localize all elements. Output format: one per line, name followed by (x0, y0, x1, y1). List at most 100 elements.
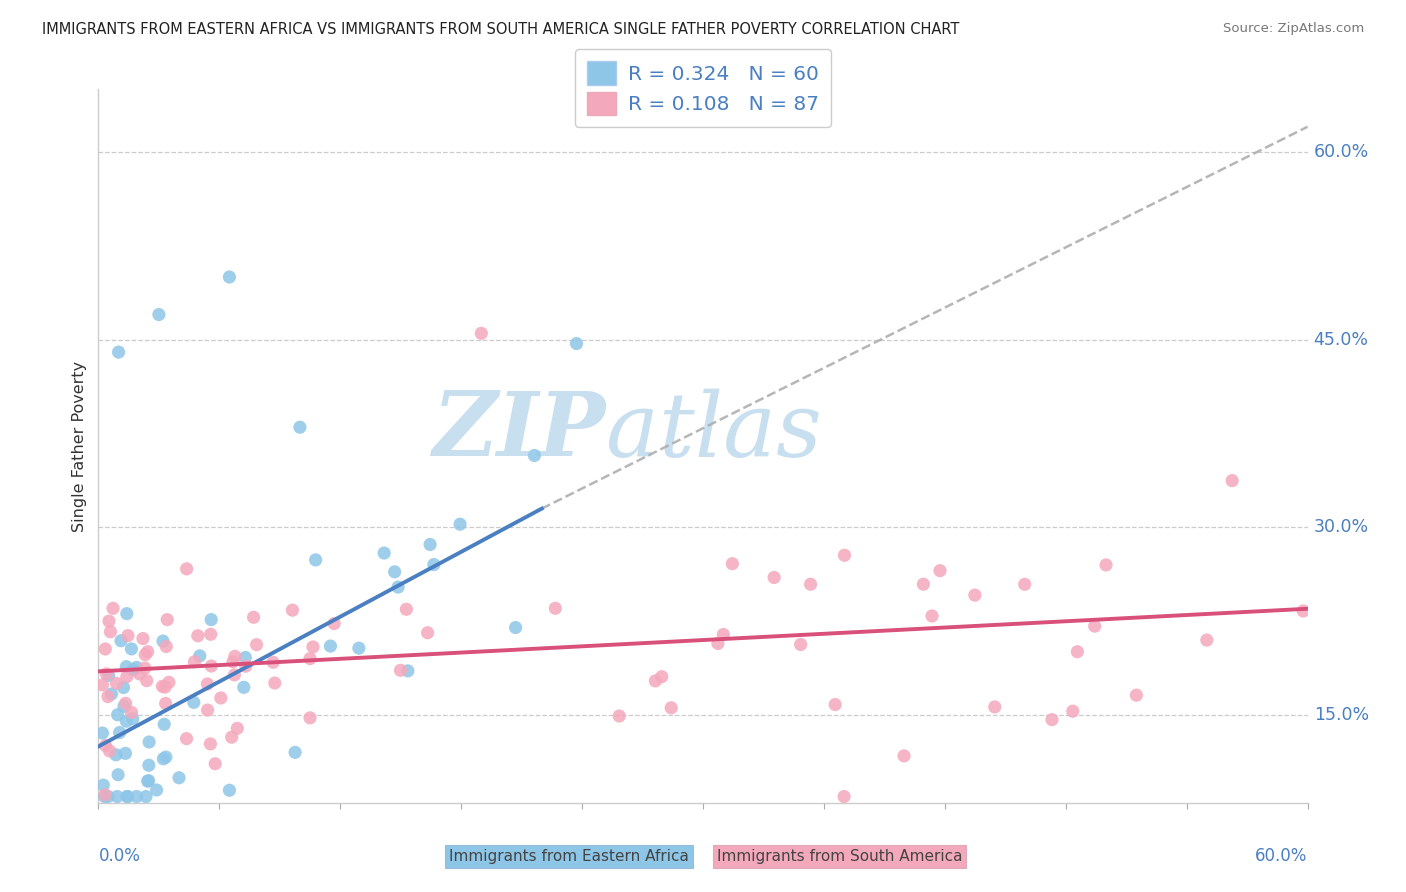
Point (167, 771, 190, 785)
Point (1125, 688, 1147, 702)
Point (763, 570, 786, 584)
Point (136, 774, 159, 789)
Point (224, 668, 246, 682)
Point (218, 270, 240, 285)
Point (711, 627, 734, 641)
Point (832, 789, 855, 804)
Point (929, 564, 952, 578)
Point (304, 553, 326, 567)
Point (115, 607, 138, 621)
Point (263, 676, 285, 690)
Point (110, 633, 132, 648)
Point (893, 748, 915, 763)
Text: 30.0%: 30.0% (1313, 518, 1369, 536)
Point (136, 645, 159, 659)
Text: 45.0%: 45.0% (1313, 331, 1368, 349)
Point (644, 673, 666, 688)
Point (108, 725, 131, 739)
Point (125, 789, 148, 804)
Point (138, 735, 160, 749)
Point (153, 717, 176, 731)
Point (121, 706, 143, 720)
Y-axis label: Single Father Poverty: Single Father Poverty (72, 360, 87, 532)
Point (94, 642, 117, 657)
Point (176, 562, 198, 576)
Point (96, 666, 118, 681)
Point (1040, 713, 1063, 727)
Point (117, 789, 139, 804)
Point (101, 601, 124, 615)
Point (155, 750, 177, 764)
Point (197, 703, 219, 717)
Point (105, 789, 128, 804)
Point (117, 629, 139, 643)
Point (150, 679, 173, 693)
Point (128, 666, 150, 681)
Point (245, 638, 267, 652)
Point (347, 641, 370, 656)
Point (91, 726, 114, 740)
Point (188, 648, 211, 663)
Point (395, 602, 418, 616)
Point (187, 629, 209, 643)
Point (115, 659, 138, 673)
Point (112, 699, 135, 714)
Point (789, 638, 811, 652)
Text: 15.0%: 15.0% (1313, 706, 1369, 724)
Point (115, 789, 138, 804)
Point (659, 700, 682, 714)
Point (107, 768, 129, 782)
Text: 60.0%: 60.0% (1256, 847, 1308, 865)
Point (98, 744, 121, 758)
Legend: R = 0.324   N = 60, R = 0.108   N = 87: R = 0.324 N = 60, R = 0.108 N = 87 (575, 49, 831, 127)
Point (152, 752, 174, 766)
Point (94, 739, 117, 753)
Point (183, 655, 205, 669)
Text: IMMIGRANTS FROM EASTERN AFRICA VS IMMIGRANTS FROM SOUTH AMERICA SINGLE FATHER PO: IMMIGRANTS FROM EASTERN AFRICA VS IMMIGR… (42, 22, 959, 37)
Point (963, 588, 986, 602)
Text: Source: ZipAtlas.com: Source: ZipAtlas.com (1223, 22, 1364, 36)
Point (262, 655, 284, 669)
Point (288, 420, 311, 434)
Point (135, 789, 157, 804)
Point (107, 707, 129, 722)
Point (91, 678, 114, 692)
Point (200, 627, 222, 641)
Point (523, 449, 546, 463)
Point (97, 668, 120, 682)
Point (299, 711, 322, 725)
Point (197, 677, 219, 691)
Point (373, 546, 395, 560)
Point (221, 730, 243, 744)
Point (114, 747, 136, 761)
Point (94, 788, 117, 802)
Point (152, 634, 174, 648)
Point (200, 737, 222, 751)
Text: Immigrants from Eastern Africa: Immigrants from Eastern Africa (449, 849, 689, 863)
Point (1292, 604, 1315, 618)
Point (416, 625, 439, 640)
Point (607, 709, 630, 723)
Point (200, 659, 222, 673)
Point (112, 681, 135, 695)
Point (449, 517, 471, 532)
Point (114, 696, 136, 710)
Point (176, 731, 198, 746)
Text: Immigrants from South America: Immigrants from South America (717, 849, 963, 863)
Point (284, 745, 307, 759)
Point (145, 783, 167, 797)
Point (1014, 577, 1036, 591)
Point (91, 778, 114, 792)
Point (93, 789, 115, 804)
Point (834, 548, 856, 562)
Point (419, 537, 441, 551)
Point (209, 690, 232, 705)
Text: atlas: atlas (606, 388, 823, 475)
Point (204, 756, 226, 771)
Point (299, 651, 322, 665)
Point (157, 675, 180, 690)
Point (281, 603, 304, 617)
Point (232, 681, 254, 695)
Point (319, 639, 342, 653)
Point (156, 613, 179, 627)
